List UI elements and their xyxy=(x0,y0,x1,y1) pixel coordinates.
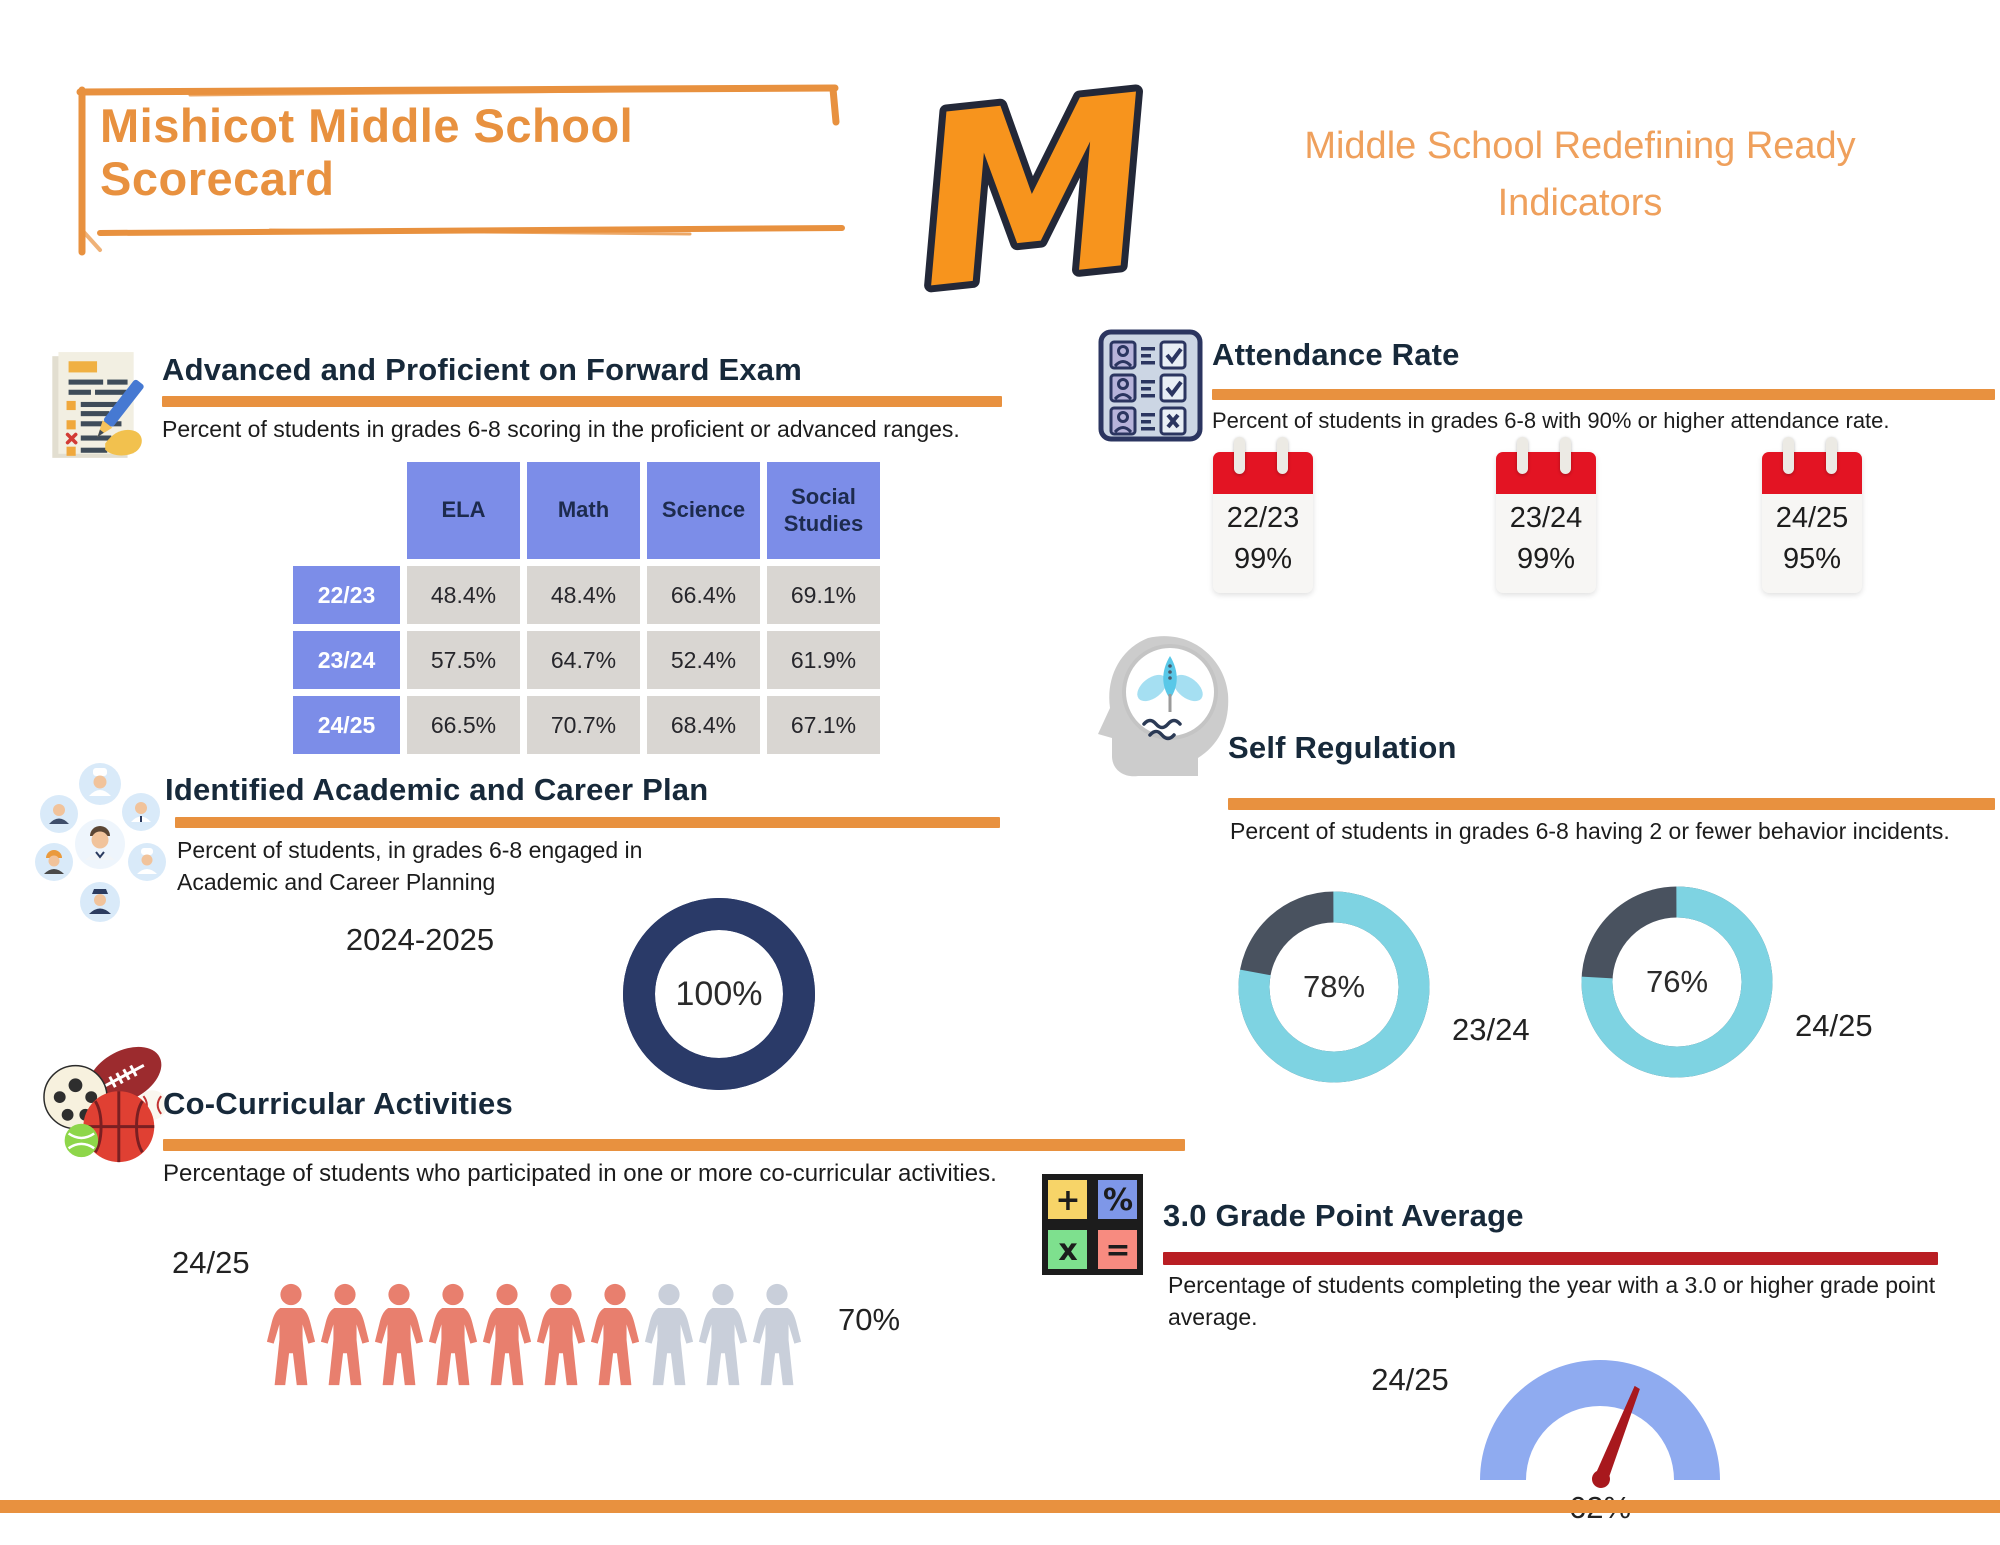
calendar-pin-icon xyxy=(1783,437,1794,474)
co-curricular-rule xyxy=(163,1139,1185,1151)
co-curricular-year-label: 24/25 xyxy=(172,1245,250,1280)
attendance-calendar: 23/24 99% xyxy=(1496,437,1596,593)
attendance-rule xyxy=(1212,389,1995,400)
self-regulation-description: Percent of students in grades 6-8 having… xyxy=(1230,818,1950,844)
calendar-value: 99% xyxy=(1516,543,1576,575)
forward-exam-table: ELA Math Science Social Studies 22/23 48… xyxy=(293,462,880,754)
career-people-circle-icon xyxy=(35,763,166,922)
calendar-header xyxy=(1496,452,1596,494)
career-plan-description: Percent of students, in grades 6-8 engag… xyxy=(177,837,643,895)
svg-text:x: x xyxy=(1058,1233,1077,1268)
person-icon xyxy=(536,1283,586,1386)
table-cell: 48.4% xyxy=(407,566,520,624)
table-cell: 52.4% xyxy=(647,631,760,689)
gpa-heading: 3.0 Grade Point Average xyxy=(1163,1198,1524,1233)
gauge-needle-icon xyxy=(1592,1385,1640,1488)
svg-text:%: % xyxy=(1103,1183,1133,1218)
table-row-label: 22/23 xyxy=(293,566,400,624)
table-row-label: 24/25 xyxy=(293,696,400,754)
mindful-head-icon xyxy=(1098,636,1229,777)
forward-exam-heading: Advanced and Proficient on Forward Exam xyxy=(162,352,802,387)
co-curricular-pictogram xyxy=(265,1282,803,1388)
table-corner xyxy=(293,462,400,559)
self-regulation-donut-year: 24/25 xyxy=(1795,1008,1873,1043)
math-calculator-icon: + % x = xyxy=(1042,1174,1143,1275)
table-col-header: Social Studies xyxy=(767,462,880,559)
forward-exam-description: Percent of students in grades 6-8 scorin… xyxy=(162,416,960,442)
attendance-heading: Attendance Rate xyxy=(1212,337,1460,372)
table-col-header: Science xyxy=(647,462,760,559)
person-icon xyxy=(590,1283,640,1386)
person-icon xyxy=(752,1283,802,1386)
self-regulation-rule xyxy=(1228,798,1995,810)
career-plan-year-label: 2024-2025 xyxy=(345,922,495,957)
calendar-header xyxy=(1762,452,1862,494)
calendar-value: 99% xyxy=(1233,543,1293,575)
calendar-value: 95% xyxy=(1782,543,1842,575)
table-cell: 48.4% xyxy=(527,566,640,624)
co-curricular-description: Percentage of students who participated … xyxy=(163,1160,997,1187)
person-icon xyxy=(482,1283,532,1386)
person-icon xyxy=(320,1283,370,1386)
svg-text:=: = xyxy=(1105,1233,1130,1268)
career-plan-heading: Identified Academic and Career Plan xyxy=(165,772,709,807)
attendance-calendar: 24/25 95% xyxy=(1762,437,1862,593)
gpa-description: Percentage of students completing the ye… xyxy=(1168,1272,1936,1330)
page-subtitle: Middle School Redefining Ready Indicator… xyxy=(1304,125,1856,224)
forward-exam-rule xyxy=(162,396,1002,407)
table-col-header: ELA xyxy=(407,462,520,559)
table-cell: 70.7% xyxy=(527,696,640,754)
sports-balls-icon xyxy=(43,1046,168,1163)
calendar-year: 23/24 xyxy=(1509,502,1583,534)
table-cell: 67.1% xyxy=(767,696,880,754)
table-cell: 68.4% xyxy=(647,696,760,754)
table-cell: 66.5% xyxy=(407,696,520,754)
table-cell: 61.9% xyxy=(767,631,880,689)
self-regulation-donut-value: 76% xyxy=(1645,964,1709,999)
self-regulation-donut-value: 78% xyxy=(1302,969,1366,1004)
table-cell: 69.1% xyxy=(767,566,880,624)
calendar-pin-icon xyxy=(1234,437,1245,474)
career-plan-donut: 100% xyxy=(622,897,816,1091)
career-plan-donut-value: 100% xyxy=(675,974,763,1013)
calendar-pin-icon xyxy=(1560,437,1571,474)
svg-text:M: M xyxy=(904,52,1165,342)
person-icon xyxy=(374,1283,424,1386)
co-curricular-percent-label: 70% xyxy=(838,1302,901,1337)
attendance-checklist-icon xyxy=(1098,329,1203,442)
self-regulation-donut-23-24: 78% xyxy=(1237,890,1431,1084)
calendar-pin-icon xyxy=(1277,437,1288,474)
school-logo-m: M xyxy=(897,52,1172,347)
person-icon xyxy=(644,1283,694,1386)
footer-bar xyxy=(0,1500,2000,1513)
svg-text:+: + xyxy=(1055,1183,1080,1218)
calendar-pin-icon xyxy=(1826,437,1837,474)
gpa-gauge xyxy=(1478,1348,1722,1488)
exam-paper-pencil-icon xyxy=(52,352,144,458)
sketchy-title-frame xyxy=(76,84,845,256)
self-regulation-heading: Self Regulation xyxy=(1228,730,1457,765)
attendance-description: Percent of students in grades 6-8 with 9… xyxy=(1212,408,1890,433)
self-regulation-donut-year: 23/24 xyxy=(1452,1012,1530,1047)
table-row-label: 23/24 xyxy=(293,631,400,689)
calendar-header xyxy=(1213,452,1313,494)
person-icon xyxy=(428,1283,478,1386)
table-cell: 64.7% xyxy=(527,631,640,689)
self-regulation-donut-24-25: 76% xyxy=(1580,885,1774,1079)
co-curricular-heading: Co-Curricular Activities xyxy=(163,1086,513,1121)
table-col-header: Math xyxy=(527,462,640,559)
person-icon xyxy=(266,1283,316,1386)
person-icon xyxy=(698,1283,748,1386)
table-cell: 57.5% xyxy=(407,631,520,689)
attendance-calendar: 22/23 99% xyxy=(1213,437,1313,593)
calendar-year: 22/23 xyxy=(1226,502,1300,534)
gpa-rule xyxy=(1163,1252,1938,1265)
table-cell: 66.4% xyxy=(647,566,760,624)
career-plan-rule xyxy=(175,817,1000,828)
calendar-pin-icon xyxy=(1517,437,1528,474)
page-title: Mishicot Middle School Scorecard xyxy=(100,99,634,205)
calendar-year: 24/25 xyxy=(1775,502,1849,534)
gpa-year-label: 24/25 xyxy=(1371,1362,1449,1397)
